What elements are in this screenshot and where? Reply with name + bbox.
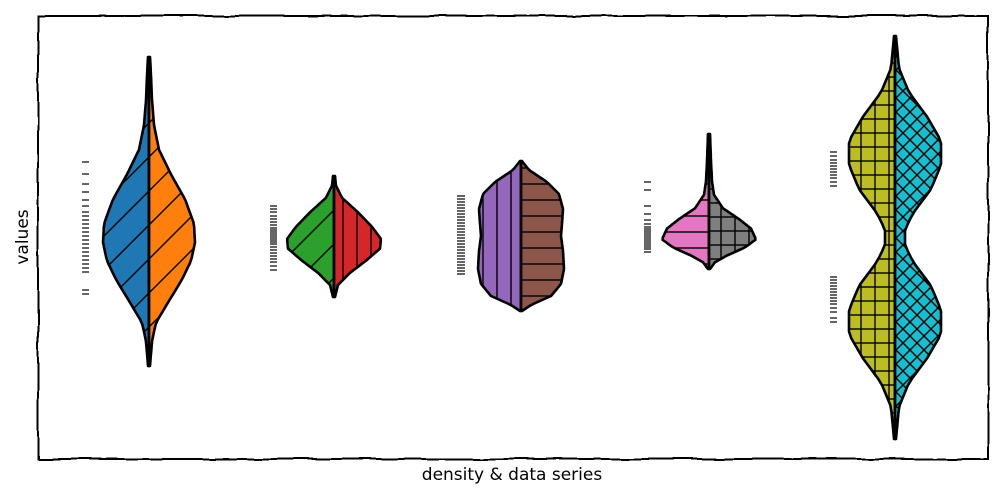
violin-3-left-half [476, 159, 523, 313]
violin-2 [270, 174, 383, 299]
violins-layer [82, 34, 943, 441]
violin-5-rug [830, 151, 837, 323]
violin-3-rug [457, 195, 465, 275]
violin-2-left-half [285, 174, 336, 299]
violin-3 [457, 159, 566, 313]
violin-1 [82, 55, 197, 368]
violin-2-right-half [332, 174, 383, 299]
violin-2-rug [270, 205, 277, 271]
x-axis-label: density & data series [422, 465, 603, 485]
violin-5 [830, 34, 943, 441]
y-axis-label: values [13, 209, 33, 264]
violin-4 [644, 132, 757, 271]
violin-1-rug [82, 161, 89, 295]
violin-4-right-half [707, 132, 757, 271]
violin-4-rug [644, 181, 651, 253]
violin-5-right-half [893, 34, 943, 441]
violin-1-right-half [147, 55, 197, 368]
plot-frame [37, 15, 989, 460]
violin-4-left-half [661, 132, 711, 271]
violin-3-right-half [519, 159, 566, 313]
violin-5-left-half [847, 34, 897, 441]
violin-1-left-half [101, 55, 151, 368]
